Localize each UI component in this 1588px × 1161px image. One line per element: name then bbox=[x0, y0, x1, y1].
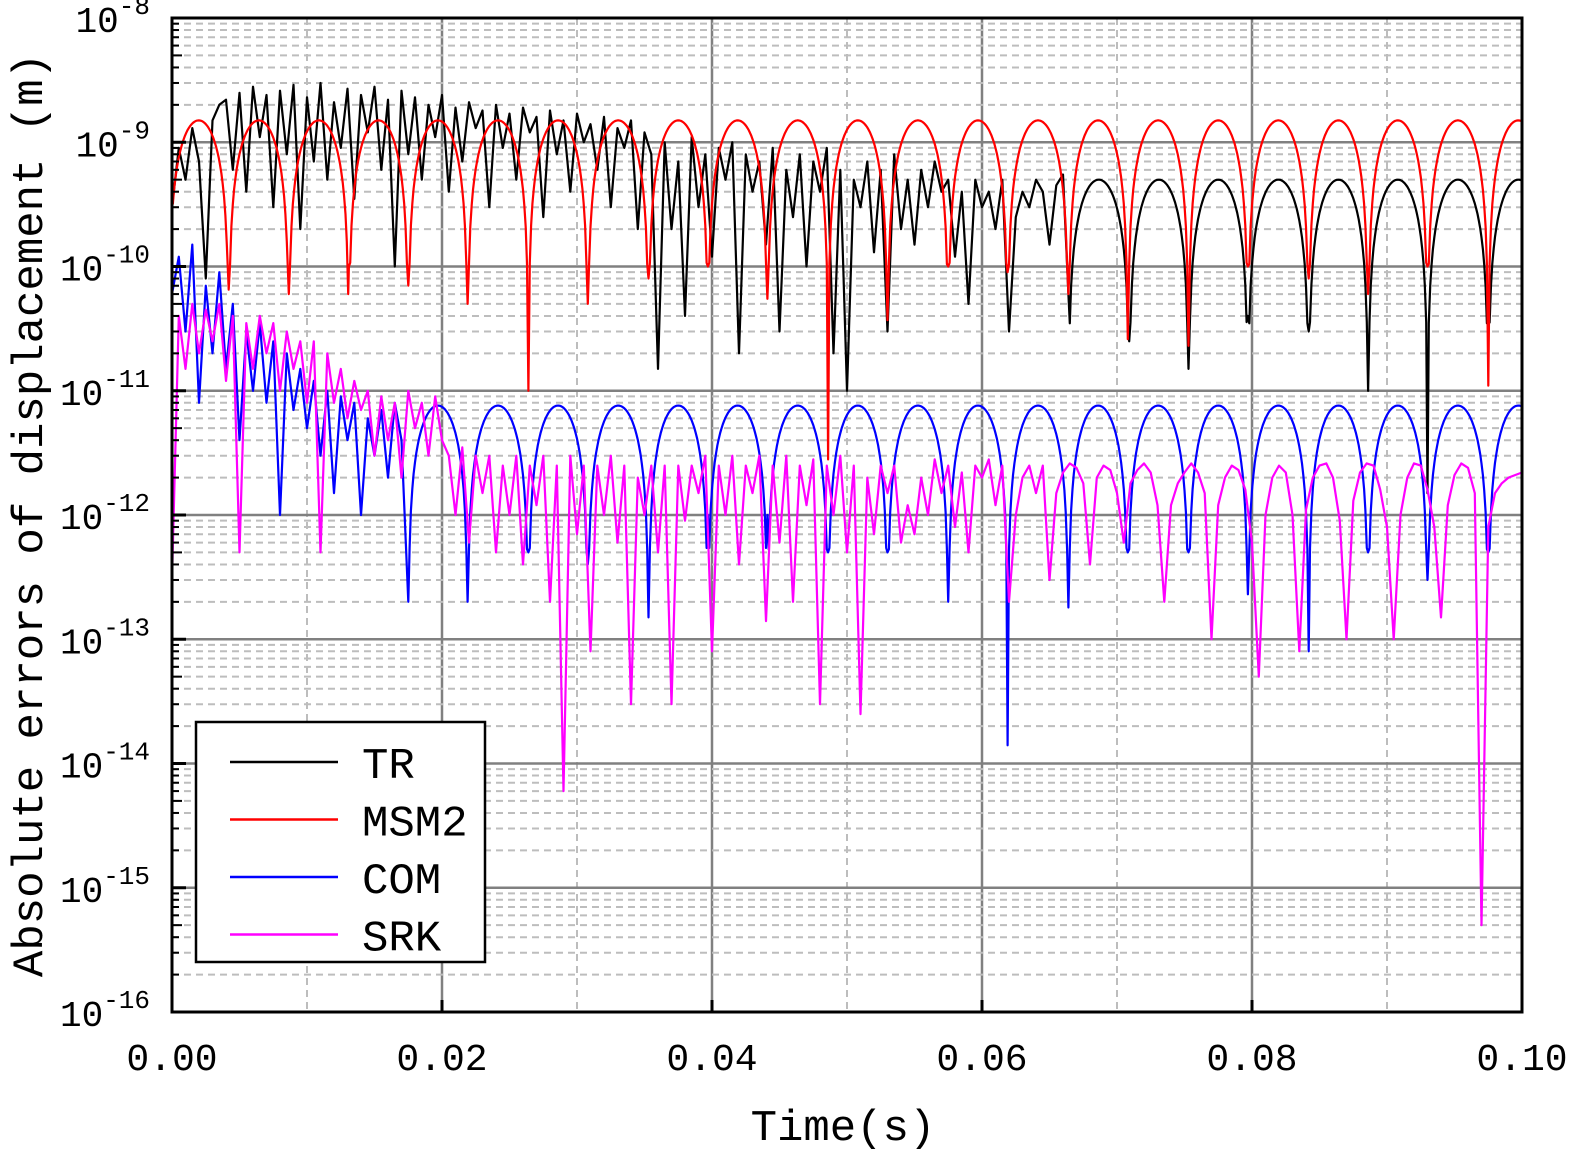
y-tick-label: 10-11 bbox=[60, 365, 150, 416]
y-tick-label: 10-12 bbox=[60, 489, 150, 540]
y-tick-label: 10-14 bbox=[60, 738, 150, 789]
series-layer bbox=[170, 81, 1523, 927]
x-axis-label: Time(s) bbox=[751, 1104, 936, 1154]
legend-label-com: COM bbox=[362, 857, 441, 907]
legend-label-srk: SRK bbox=[362, 915, 442, 965]
y-tick-label: 10-8 bbox=[76, 0, 150, 43]
x-tick-label: 0.08 bbox=[1206, 1039, 1297, 1082]
ticks: 10-8 10-9 10-10 10-11 10-12 10-13 10-14 10-15 10… bbox=[60, 0, 1568, 1082]
y-tick-label: 10-10 bbox=[60, 241, 150, 292]
x-tick-label: 0.02 bbox=[396, 1039, 487, 1082]
x-tick-label: 0.10 bbox=[1476, 1039, 1567, 1082]
legend-label-msm2: MSM2 bbox=[362, 800, 468, 850]
y-axis-label: Absolute errors of displacement (m) bbox=[6, 53, 56, 977]
series-line-srk bbox=[170, 302, 1523, 927]
series-line-tr bbox=[170, 81, 1522, 495]
x-tick-label: 0.04 bbox=[666, 1039, 757, 1082]
x-tick-label: 0.00 bbox=[126, 1039, 217, 1082]
series-line-com bbox=[170, 243, 1522, 747]
x-tick-label: 0.06 bbox=[936, 1039, 1027, 1082]
y-tick-label: 10-13 bbox=[60, 613, 150, 664]
legend-label-tr: TR bbox=[362, 742, 415, 792]
legend: TR MSM2 COM SRK bbox=[194, 720, 487, 965]
y-tick-label: 10-16 bbox=[60, 986, 150, 1037]
y-tick-label: 10-9 bbox=[76, 116, 150, 167]
y-tick-label: 10-15 bbox=[60, 862, 150, 913]
series-line-msm2 bbox=[171, 119, 1521, 461]
